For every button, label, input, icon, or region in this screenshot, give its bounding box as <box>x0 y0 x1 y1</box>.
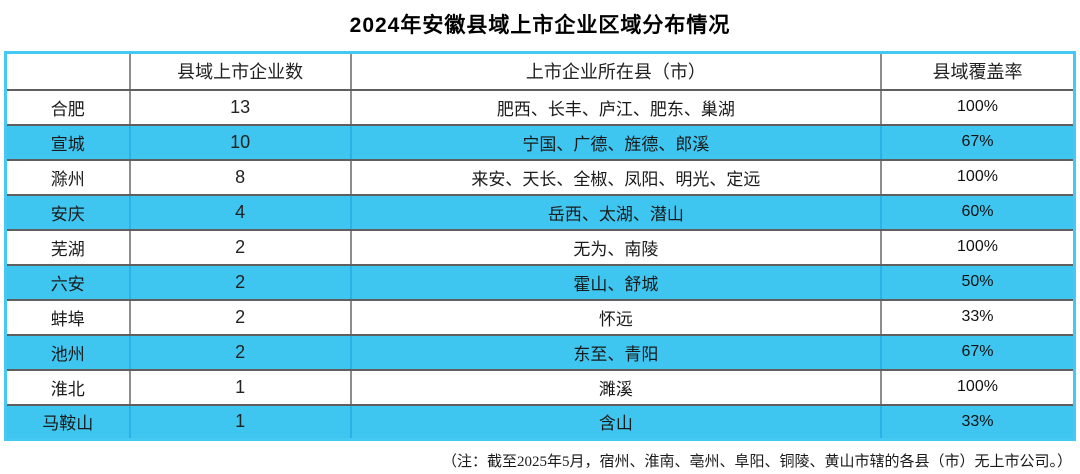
count-cell: 2 <box>128 298 352 336</box>
coverage-cell: 60% <box>880 193 1076 231</box>
distribution-table: 县域上市企业数 上市企业所在县（市） 县域覆盖率 合肥 13 肥西、长丰、庐江、肥东… <box>4 51 1076 441</box>
table-row: 马鞍山 1 含山 33% <box>4 403 1076 441</box>
city-cell: 池州 <box>4 333 131 371</box>
count-cell: 13 <box>128 88 352 126</box>
count-cell: 8 <box>128 158 352 196</box>
city-cell: 合肥 <box>4 88 131 126</box>
count-cell: 4 <box>128 193 352 231</box>
page-title: 2024年安徽县域上市企业区域分布情况 <box>349 14 731 37</box>
counties-cell: 濉溪 <box>349 368 883 406</box>
counties-cell: 来安、天长、全椒、凤阳、明光、定远 <box>349 158 883 196</box>
table-row: 滁州 8 来安、天长、全椒、凤阳、明光、定远 100% <box>4 158 1076 196</box>
header-row: 县域上市企业数 上市企业所在县（市） 县域覆盖率 <box>4 51 1076 91</box>
counties-cell: 霍山、舒城 <box>349 263 883 301</box>
table-row: 安庆 4 岳西、太湖、潜山 60% <box>4 193 1076 231</box>
footnote: （注：截至2025年5月，宿州、淮南、亳州、阜阳、铜陵、黄山市辖的各县（市）无上… <box>441 454 1072 470</box>
count-cell: 1 <box>128 368 352 406</box>
table-row: 淮北 1 濉溪 100% <box>4 368 1076 406</box>
coverage-cell: 33% <box>880 298 1076 336</box>
table-header: 县域上市企业数 上市企业所在县（市） 县域覆盖率 <box>4 51 1076 91</box>
city-cell: 芜湖 <box>4 228 131 266</box>
coverage-cell: 100% <box>880 88 1076 126</box>
counties-cell: 东至、青阳 <box>349 333 883 371</box>
counties-cell: 宁国、广德、旌德、郎溪 <box>349 123 883 161</box>
city-cell: 淮北 <box>4 368 131 406</box>
city-cell: 滁州 <box>4 158 131 196</box>
city-cell: 马鞍山 <box>4 403 131 441</box>
table-row: 蚌埠 2 怀远 33% <box>4 298 1076 336</box>
count-cell: 2 <box>128 228 352 266</box>
table-body: 合肥 13 肥西、长丰、庐江、肥东、巢湖 100% 宣城 10 宁国、广德、旌德、郎溪 67%… <box>4 88 1076 441</box>
counties-cell: 岳西、太湖、潜山 <box>349 193 883 231</box>
coverage-cell: 100% <box>880 228 1076 266</box>
count-cell: 1 <box>128 403 352 441</box>
coverage-cell: 50% <box>880 263 1076 301</box>
counties-cell: 怀远 <box>349 298 883 336</box>
table-row: 合肥 13 肥西、长丰、庐江、肥东、巢湖 100% <box>4 88 1076 126</box>
header-cell-count: 县域上市企业数 <box>128 51 352 91</box>
city-cell: 六安 <box>4 263 131 301</box>
counties-cell: 含山 <box>349 403 883 441</box>
coverage-cell: 67% <box>880 333 1076 371</box>
header-cell-coverage: 县域覆盖率 <box>880 51 1076 91</box>
city-cell: 安庆 <box>4 193 131 231</box>
coverage-cell: 33% <box>880 403 1076 441</box>
coverage-cell: 100% <box>880 158 1076 196</box>
coverage-cell: 67% <box>880 123 1076 161</box>
count-cell: 2 <box>128 333 352 371</box>
count-cell: 10 <box>128 123 352 161</box>
table-row: 宣城 10 宁国、广德、旌德、郎溪 67% <box>4 123 1076 161</box>
city-cell: 宣城 <box>4 123 131 161</box>
city-cell: 蚌埠 <box>4 298 131 336</box>
table-row: 池州 2 东至、青阳 67% <box>4 333 1076 371</box>
counties-cell: 肥西、长丰、庐江、肥东、巢湖 <box>349 88 883 126</box>
table-row: 六安 2 霍山、舒城 50% <box>4 263 1076 301</box>
header-cell-counties: 上市企业所在县（市） <box>349 51 883 91</box>
coverage-cell: 100% <box>880 368 1076 406</box>
header-cell-city <box>4 51 131 91</box>
table-row: 芜湖 2 无为、南陵 100% <box>4 228 1076 266</box>
counties-cell: 无为、南陵 <box>349 228 883 266</box>
count-cell: 2 <box>128 263 352 301</box>
